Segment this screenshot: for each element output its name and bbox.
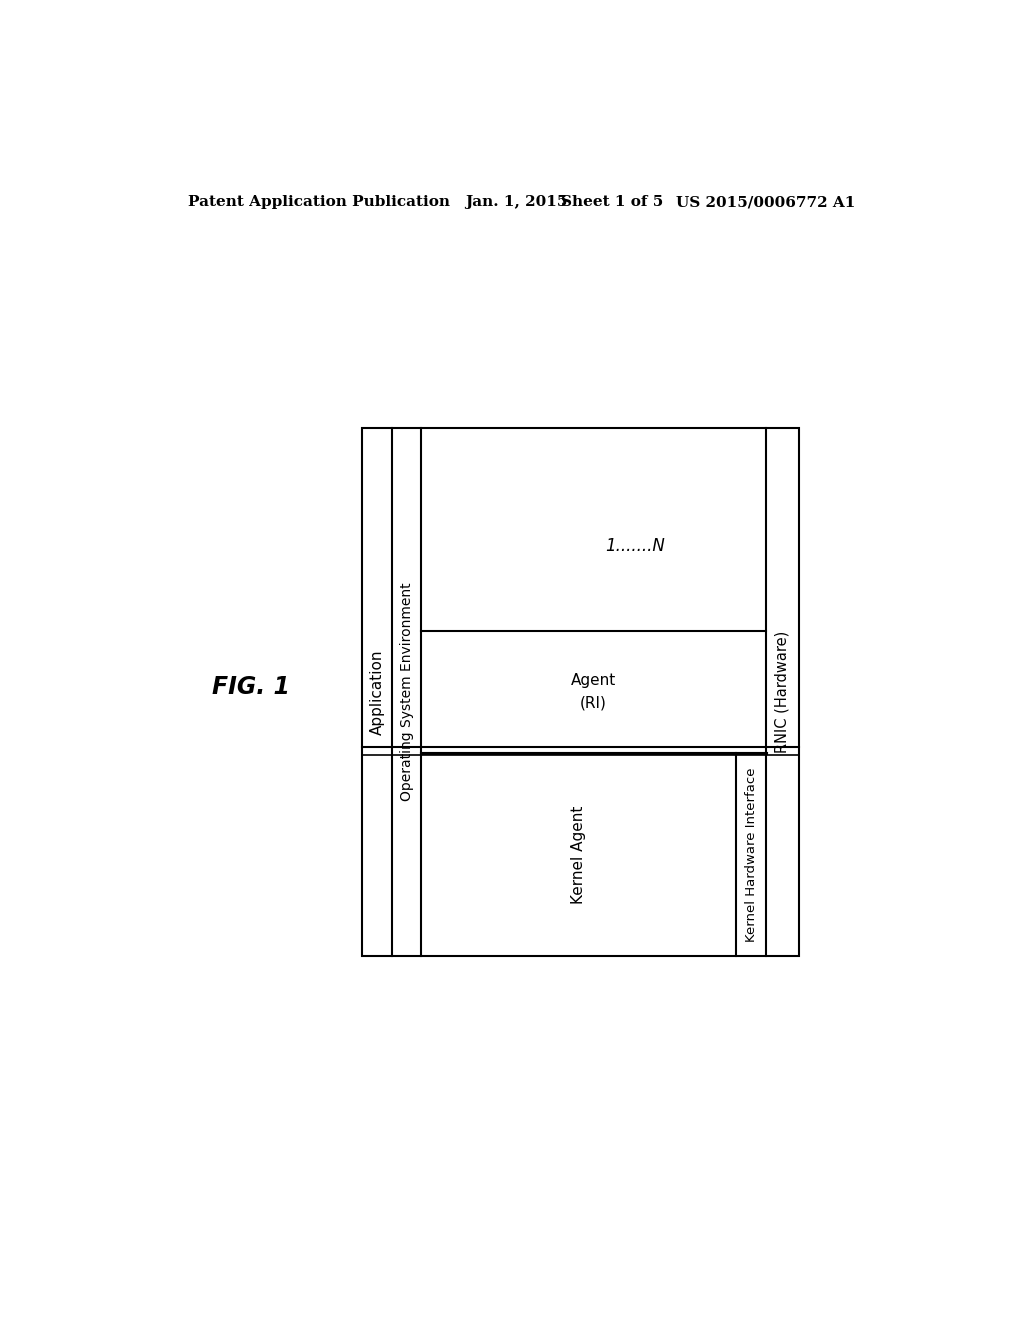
- Text: FIG. 1: FIG. 1: [212, 675, 290, 698]
- Text: Sheet 1 of 5: Sheet 1 of 5: [560, 195, 663, 209]
- Text: Kernel Agent: Kernel Agent: [571, 805, 587, 904]
- Text: Agent
(RI): Agent (RI): [571, 673, 616, 710]
- Text: 1.......N: 1.......N: [605, 537, 665, 554]
- Text: Patent Application Publication: Patent Application Publication: [187, 195, 450, 209]
- Text: Application: Application: [370, 649, 384, 735]
- Text: Operating System Environment: Operating System Environment: [399, 582, 414, 801]
- Text: Jan. 1, 2015: Jan. 1, 2015: [465, 195, 567, 209]
- Text: RNIC (Hardware): RNIC (Hardware): [775, 631, 790, 754]
- Bar: [362, 428, 799, 956]
- Text: US 2015/0006772 A1: US 2015/0006772 A1: [676, 195, 855, 209]
- Text: Kernel Hardware Interface: Kernel Hardware Interface: [744, 767, 758, 941]
